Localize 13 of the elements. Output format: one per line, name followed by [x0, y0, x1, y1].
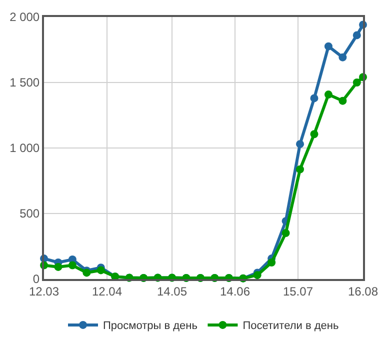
y-tick-label: 1 500: [10, 76, 40, 90]
y-tick-label: 500: [20, 206, 40, 221]
x-tick-label: 12.03: [28, 284, 60, 298]
x-tick-label: 16.08: [348, 284, 378, 298]
y-tick-label: 2 000: [10, 10, 40, 24]
y-tick-label: 1 000: [10, 141, 40, 156]
x-tick-label: 15.07: [282, 284, 314, 298]
x-tick-label: 12.04: [92, 284, 122, 298]
x-tick-label: 14.06: [220, 284, 250, 298]
legend-label: Просмотры в день: [103, 320, 198, 332]
legend-label: Посетители в день: [242, 320, 339, 332]
y-tick-label: 0: [32, 272, 40, 286]
x-tick-label: 14.05: [156, 284, 188, 298]
